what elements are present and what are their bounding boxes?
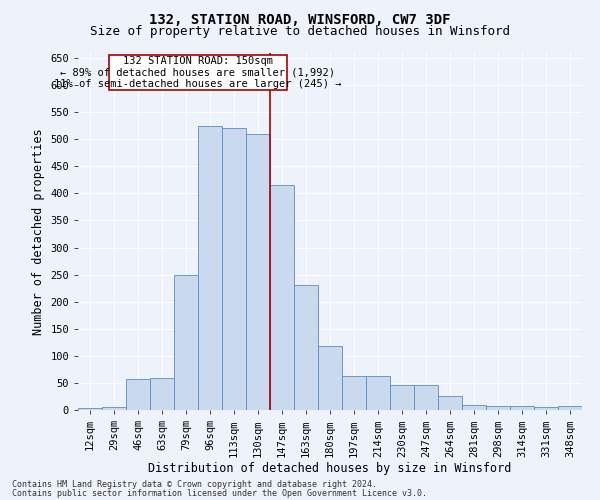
- Bar: [558, 406, 582, 410]
- Bar: [414, 384, 438, 410]
- Bar: [342, 376, 366, 410]
- Text: 132, STATION ROAD, WINSFORD, CW7 3DF: 132, STATION ROAD, WINSFORD, CW7 3DF: [149, 12, 451, 26]
- Bar: [222, 128, 246, 410]
- Bar: [462, 404, 486, 410]
- Bar: [78, 408, 102, 410]
- Text: Size of property relative to detached houses in Winsford: Size of property relative to detached ho…: [90, 25, 510, 38]
- Bar: [150, 378, 174, 410]
- Bar: [294, 286, 318, 410]
- Bar: [438, 396, 462, 410]
- Bar: [270, 185, 294, 410]
- Bar: [366, 376, 390, 410]
- X-axis label: Distribution of detached houses by size in Winsford: Distribution of detached houses by size …: [148, 462, 512, 475]
- FancyBboxPatch shape: [109, 55, 287, 90]
- Bar: [198, 126, 222, 410]
- Bar: [126, 379, 150, 410]
- Bar: [534, 408, 558, 410]
- Text: Contains HM Land Registry data © Crown copyright and database right 2024.: Contains HM Land Registry data © Crown c…: [12, 480, 377, 489]
- Bar: [174, 274, 198, 410]
- Bar: [390, 384, 414, 410]
- Text: 132 STATION ROAD: 150sqm
← 89% of detached houses are smaller (1,992)
11% of sem: 132 STATION ROAD: 150sqm ← 89% of detach…: [54, 56, 342, 90]
- Bar: [486, 406, 510, 410]
- Bar: [318, 346, 342, 410]
- Bar: [102, 408, 126, 410]
- Bar: [510, 406, 534, 410]
- Y-axis label: Number of detached properties: Number of detached properties: [32, 128, 44, 334]
- Text: Contains public sector information licensed under the Open Government Licence v3: Contains public sector information licen…: [12, 488, 427, 498]
- Bar: [246, 134, 270, 410]
